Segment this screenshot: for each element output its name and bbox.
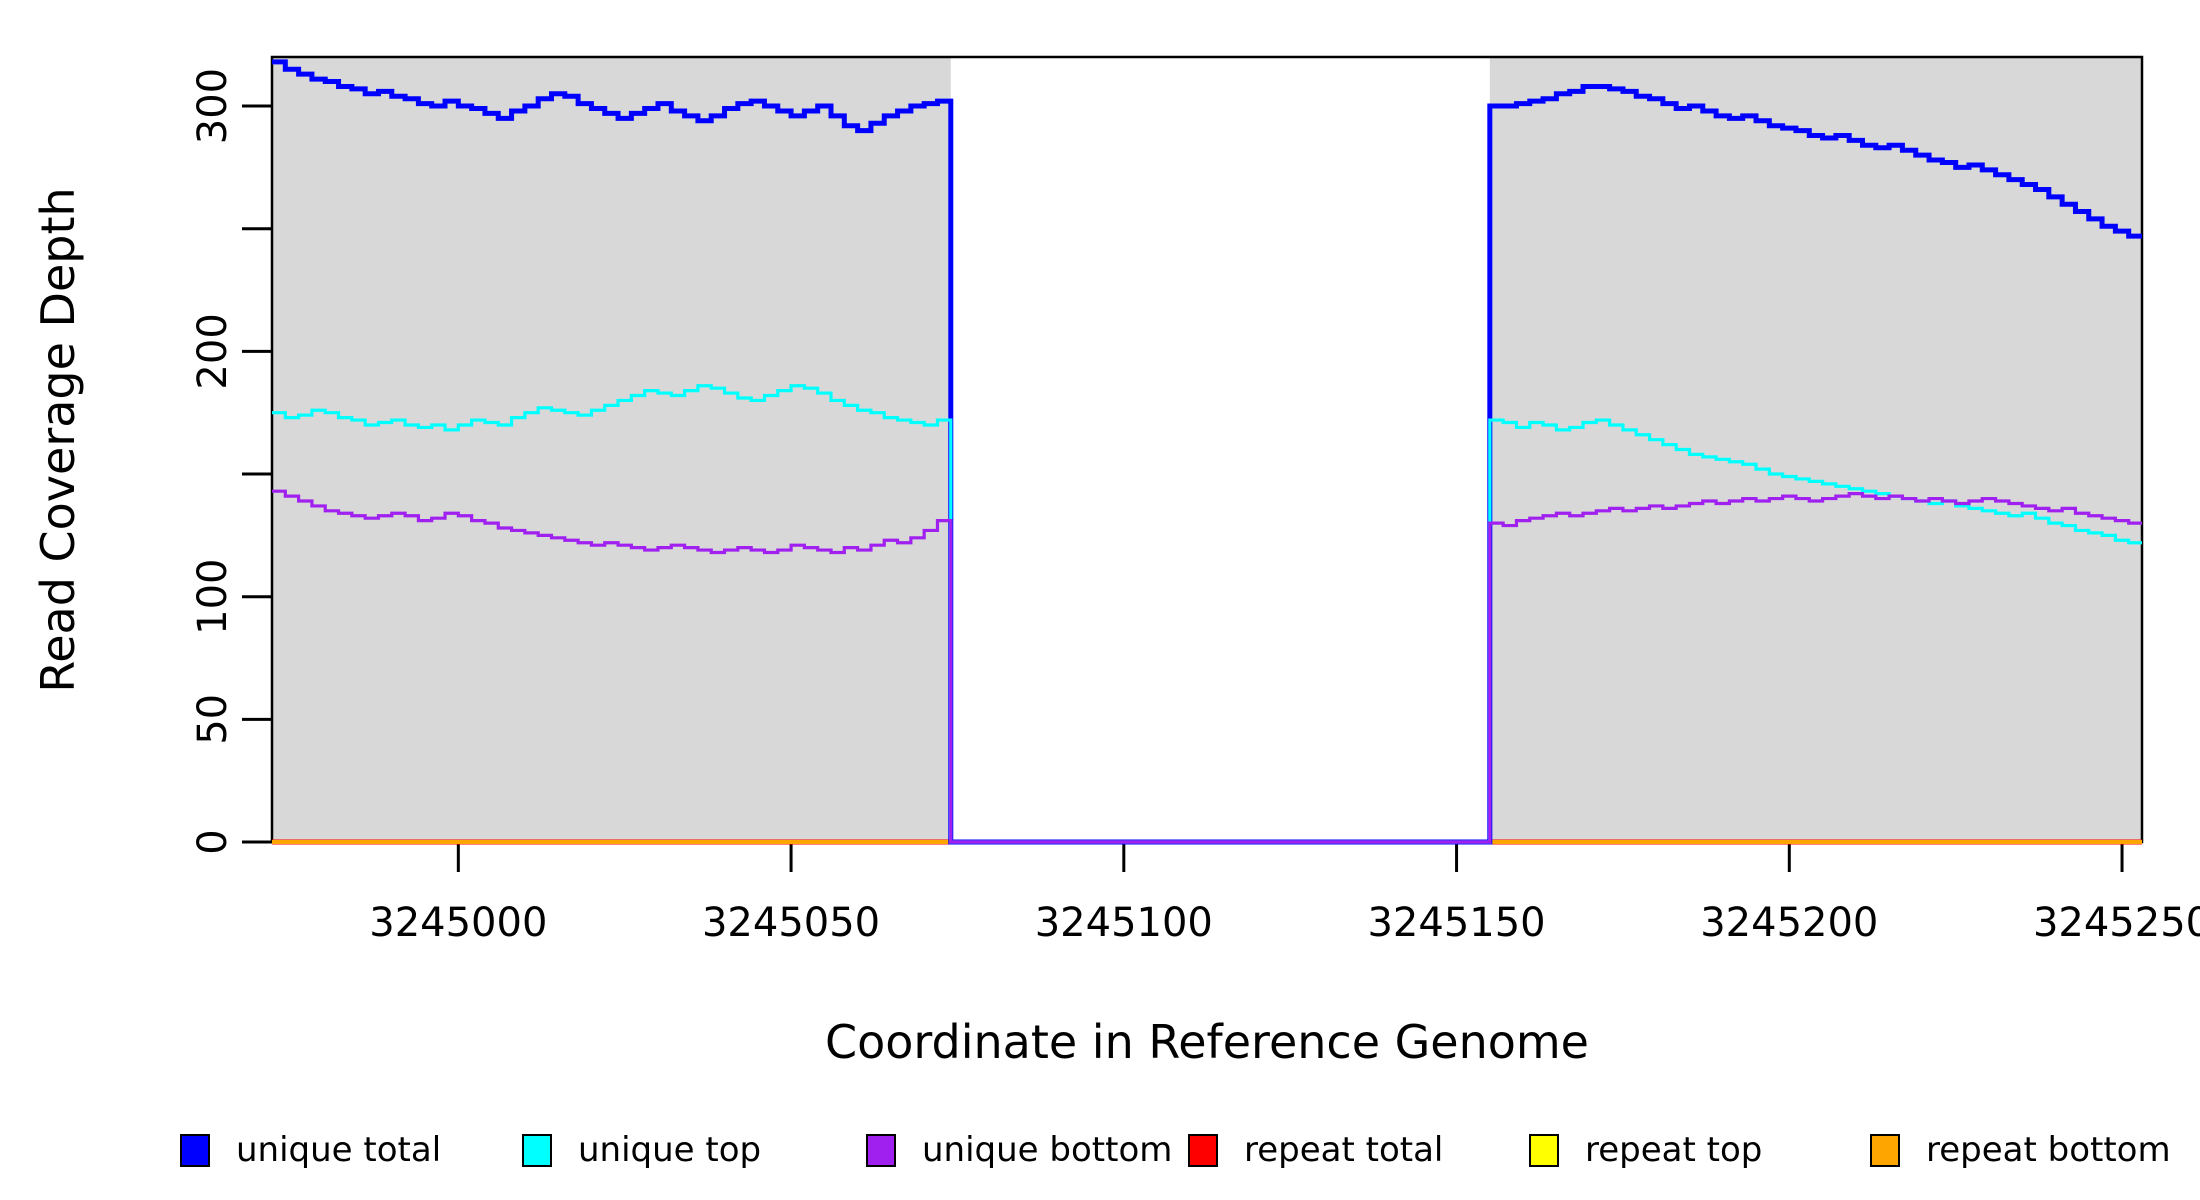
- legend-label: repeat total: [1244, 1130, 1444, 1170]
- x-tick-label: 3245200: [1700, 900, 1878, 946]
- x-tick-label: 3245000: [369, 900, 547, 946]
- series-unique-total: [272, 59, 2142, 845]
- y-tick-label: 300: [190, 68, 236, 144]
- legend-item-repeat-total: repeat total: [1188, 1130, 1443, 1170]
- legend-label: unique total: [236, 1130, 442, 1170]
- covered-region: [1489, 57, 2142, 842]
- repeat-top-swatch-icon: [1529, 1133, 1559, 1167]
- x-tick-label: 3245250: [2033, 900, 2200, 946]
- legend-label: unique bottom: [922, 1130, 1173, 1170]
- y-tick-label: 50: [190, 694, 236, 745]
- y-tick-label: 0: [190, 829, 236, 854]
- unique-bottom-swatch-icon: [866, 1133, 896, 1167]
- unique-total-swatch-icon: [180, 1133, 210, 1167]
- unique-top-swatch-icon: [522, 1133, 552, 1167]
- legend-label: repeat top: [1585, 1130, 1763, 1170]
- covered-region: [272, 57, 951, 842]
- legend-label: unique top: [578, 1130, 762, 1170]
- x-axis-title: Coordinate in Reference Genome: [825, 1015, 1589, 1069]
- legend-label: repeat bottom: [1926, 1130, 2171, 1170]
- y-axis-title: Read Coverage Depth: [31, 187, 85, 693]
- legend-item-unique-top: unique top: [522, 1130, 761, 1170]
- legend-item-repeat-top: repeat top: [1529, 1130, 1762, 1170]
- legend-item-unique-total: unique total: [180, 1130, 441, 1170]
- y-tick-label: 100: [190, 559, 236, 635]
- series-unique-bottom: [272, 489, 2142, 844]
- legend-item-repeat-bottom: repeat bottom: [1870, 1130, 2171, 1170]
- repeat-total-swatch-icon: [1188, 1133, 1218, 1167]
- x-tick-label: 3245150: [1367, 900, 1545, 946]
- x-tick-label: 3245100: [1035, 900, 1213, 946]
- repeat-bottom-swatch-icon: [1870, 1133, 1900, 1167]
- legend-item-unique-bottom: unique bottom: [866, 1130, 1172, 1170]
- x-tick-label: 3245050: [702, 900, 880, 946]
- y-tick-label: 200: [190, 313, 236, 389]
